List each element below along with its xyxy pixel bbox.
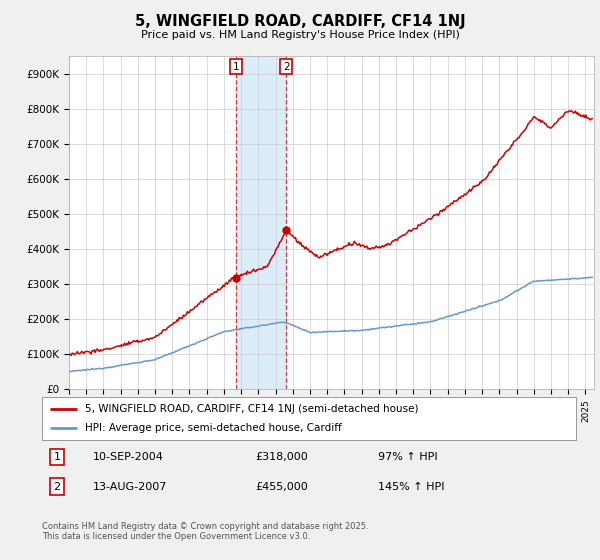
Text: HPI: Average price, semi-detached house, Cardiff: HPI: Average price, semi-detached house,… (85, 423, 341, 433)
Text: Price paid vs. HM Land Registry's House Price Index (HPI): Price paid vs. HM Land Registry's House … (140, 30, 460, 40)
Text: 2: 2 (283, 62, 290, 72)
Bar (236, 56, 286, 389)
Text: 145% ↑ HPI: 145% ↑ HPI (379, 482, 445, 492)
Text: 97% ↑ HPI: 97% ↑ HPI (379, 452, 438, 462)
Text: £318,000: £318,000 (256, 452, 308, 462)
Text: 1: 1 (53, 452, 61, 462)
Text: 2: 2 (53, 482, 61, 492)
Text: 5, WINGFIELD ROAD, CARDIFF, CF14 1NJ: 5, WINGFIELD ROAD, CARDIFF, CF14 1NJ (134, 14, 466, 29)
Text: Contains HM Land Registry data © Crown copyright and database right 2025.
This d: Contains HM Land Registry data © Crown c… (42, 522, 368, 542)
Text: 1: 1 (232, 62, 239, 72)
Text: 13-AUG-2007: 13-AUG-2007 (93, 482, 167, 492)
Text: £455,000: £455,000 (256, 482, 308, 492)
Text: 10-SEP-2004: 10-SEP-2004 (93, 452, 164, 462)
Text: 5, WINGFIELD ROAD, CARDIFF, CF14 1NJ (semi-detached house): 5, WINGFIELD ROAD, CARDIFF, CF14 1NJ (se… (85, 404, 418, 413)
